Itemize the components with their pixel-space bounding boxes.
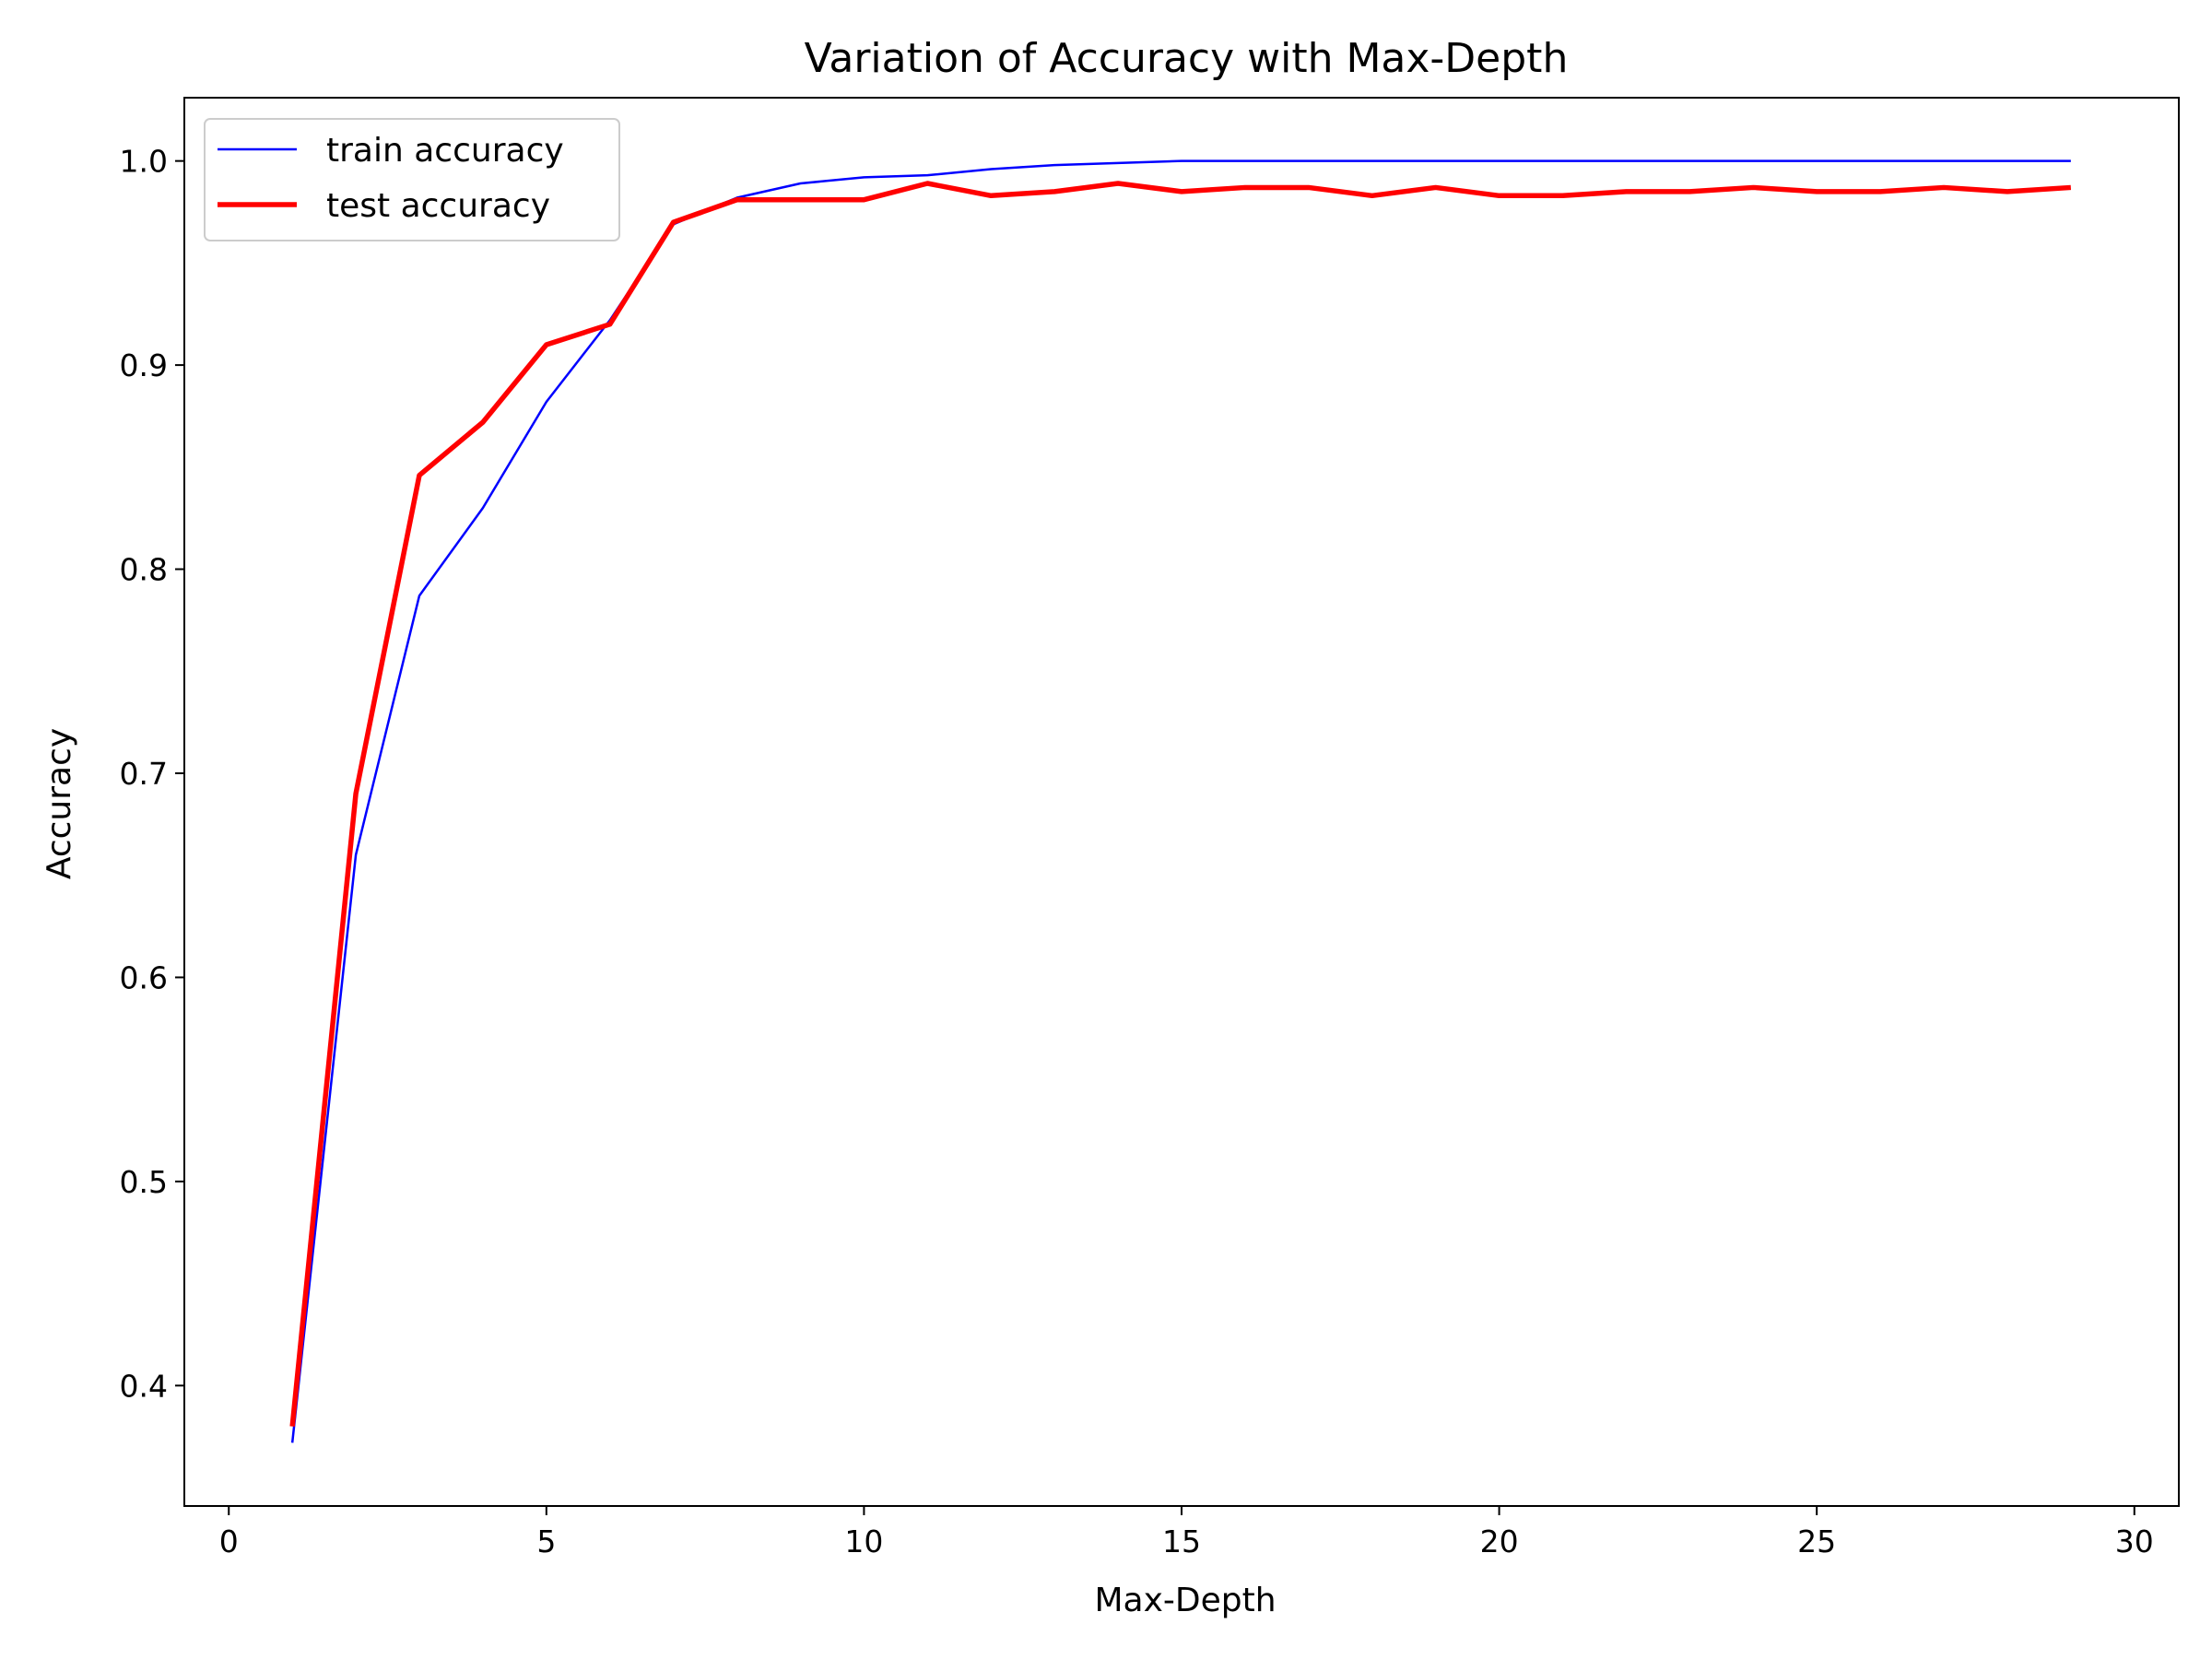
x-axis-label: Max-Depth <box>1094 1582 1276 1619</box>
legend-label-test: test accuracy <box>326 187 550 225</box>
series-layer <box>289 159 2072 1443</box>
x-tick-label: 0 <box>219 1524 239 1559</box>
chart-title: Variation of Accuracy with Max-Depth <box>805 35 1569 82</box>
x-tick-label: 15 <box>1162 1524 1201 1559</box>
y-tick-label: 0.5 <box>120 1164 168 1200</box>
plot-area <box>183 97 2180 1507</box>
y-axis: 0.4 0.5 0.6 0.7 0.8 0.9 1.0 <box>120 144 184 1404</box>
legend: train accuracy test accuracy <box>204 118 620 241</box>
x-tick-label: 10 <box>844 1524 883 1559</box>
legend-label-train: train accuracy <box>326 132 564 170</box>
y-tick-label: 0.7 <box>120 756 168 792</box>
y-axis-label: Accuracy <box>41 728 78 879</box>
y-tick-label: 0.9 <box>120 347 168 383</box>
x-tick-label: 20 <box>1480 1524 1519 1559</box>
x-tick-label: 25 <box>1797 1524 1836 1559</box>
x-tick-label: 30 <box>2115 1524 2154 1559</box>
legend-box <box>204 118 620 241</box>
x-tick-label: 5 <box>536 1524 556 1559</box>
y-tick-label: 1.0 <box>120 144 168 180</box>
y-tick-label: 0.4 <box>120 1368 168 1404</box>
x-axis: 0 5 10 15 20 25 30 <box>219 1506 2154 1559</box>
y-tick-label: 0.8 <box>120 552 168 588</box>
y-tick-label: 0.6 <box>120 959 168 995</box>
